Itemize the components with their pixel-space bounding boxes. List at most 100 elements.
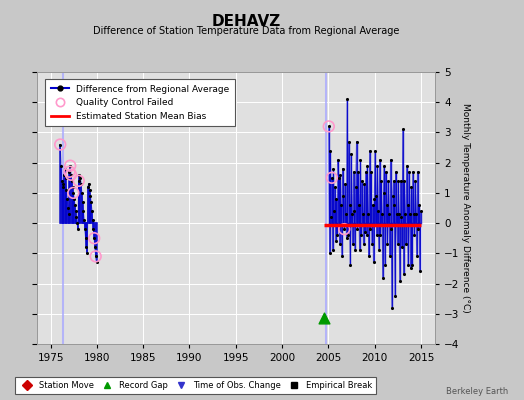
Point	[380, 162, 388, 169]
Point	[90, 235, 99, 242]
Point	[390, 202, 399, 208]
Point	[391, 292, 399, 299]
Point	[383, 241, 391, 248]
Point	[354, 168, 362, 175]
Point	[373, 162, 381, 169]
Point	[389, 193, 397, 199]
Point	[362, 168, 370, 175]
Point	[343, 96, 352, 102]
Point	[68, 178, 76, 184]
Point	[412, 253, 421, 260]
Point	[396, 178, 405, 184]
Point	[63, 196, 71, 202]
Point	[377, 178, 386, 184]
Point	[378, 211, 386, 217]
Point	[355, 202, 363, 208]
Point	[330, 208, 339, 214]
Point	[410, 211, 418, 217]
Point	[332, 238, 340, 244]
Point	[358, 178, 366, 184]
Point	[89, 226, 97, 232]
Point	[359, 241, 368, 248]
Point	[355, 247, 364, 254]
Point	[398, 244, 406, 250]
Point	[374, 208, 383, 214]
Point	[342, 235, 351, 242]
Point	[360, 181, 368, 187]
Point	[66, 162, 74, 169]
Point	[64, 211, 73, 217]
Point	[79, 199, 87, 205]
Point	[408, 262, 417, 269]
Point	[373, 232, 381, 238]
Point	[407, 184, 416, 190]
Point	[61, 166, 69, 172]
Point	[401, 211, 409, 217]
Point	[376, 156, 384, 163]
Point	[87, 199, 95, 205]
Point	[338, 253, 346, 260]
Point	[346, 262, 355, 269]
Point	[351, 247, 359, 254]
Point	[413, 168, 422, 175]
Point	[341, 181, 349, 187]
Point	[368, 202, 377, 208]
Point	[326, 147, 334, 154]
Point	[370, 196, 378, 202]
Point	[74, 178, 83, 184]
Point	[88, 208, 96, 214]
Point	[383, 202, 391, 208]
Point	[85, 187, 94, 193]
Point	[78, 190, 86, 196]
Point	[340, 226, 348, 232]
Point	[396, 277, 404, 284]
Point	[397, 214, 406, 220]
Point	[358, 211, 367, 217]
Point	[92, 253, 100, 260]
Point	[62, 187, 71, 193]
Point	[361, 229, 369, 235]
Point	[325, 250, 334, 256]
Point	[84, 184, 92, 190]
Point	[386, 156, 395, 163]
Point	[364, 211, 373, 217]
Point	[73, 220, 81, 226]
Point	[58, 178, 66, 184]
Point	[340, 226, 348, 232]
Point	[92, 253, 100, 260]
Point	[352, 138, 361, 145]
Y-axis label: Monthly Temperature Anomaly Difference (°C): Monthly Temperature Anomaly Difference (…	[462, 103, 471, 313]
Point	[67, 172, 75, 178]
Point	[57, 162, 65, 169]
Point	[384, 178, 392, 184]
Text: DEHAVZ: DEHAVZ	[212, 14, 281, 29]
Point	[406, 211, 414, 217]
Point	[71, 208, 80, 214]
Text: Berkeley Earth: Berkeley Earth	[446, 387, 508, 396]
Point	[68, 184, 77, 190]
Point	[339, 166, 347, 172]
Point	[353, 226, 362, 232]
Point	[412, 211, 420, 217]
Point	[394, 178, 402, 184]
Point	[389, 178, 398, 184]
Point	[69, 190, 78, 196]
Point	[350, 168, 358, 175]
Point	[402, 162, 411, 169]
Point	[376, 232, 385, 238]
Point	[75, 172, 84, 178]
Point	[404, 262, 412, 269]
Point	[417, 208, 425, 214]
Point	[331, 184, 339, 190]
Point	[332, 196, 341, 202]
Point	[371, 147, 379, 154]
Point	[74, 226, 82, 232]
Point	[350, 208, 358, 214]
Point	[399, 271, 408, 278]
Point	[81, 235, 90, 242]
Point	[395, 211, 403, 217]
Point	[334, 156, 342, 163]
Point	[392, 211, 401, 217]
Point	[365, 253, 373, 260]
Point	[84, 181, 93, 187]
